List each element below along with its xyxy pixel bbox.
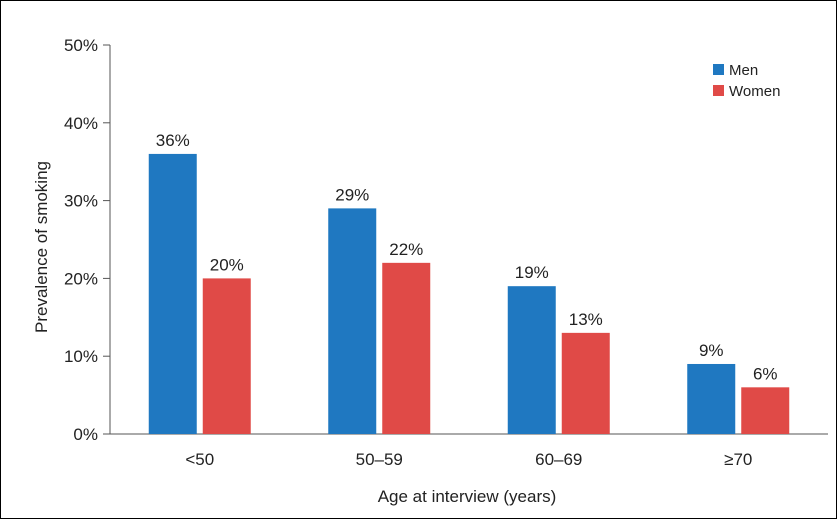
y-tick-label: 30% [64,192,98,211]
x-tick-label: 60–69 [535,450,582,469]
bar-women-0 [202,278,251,434]
legend-label-men: Men [729,62,758,79]
legend-swatch-men [713,64,724,75]
y-tick-label: 20% [64,269,98,288]
x-axis-title: Age at interview (years) [378,487,557,506]
legend: Men Women [713,62,780,100]
bar-women-3 [741,387,790,434]
y-tick-label: 0% [73,425,98,444]
data-label-women: 22% [389,240,423,259]
data-label-men: 29% [335,185,369,204]
bar-women-1 [382,262,431,434]
bar-men-0 [148,153,197,435]
bar-men-1 [328,208,377,434]
x-tick-label: <50 [185,450,214,469]
data-label-women: 13% [569,310,603,329]
bar-men-3 [687,363,736,434]
data-labels: 36% 20% 29% 22% 19% 13% 9% 6% [156,131,778,383]
legend-swatch-women [713,85,724,96]
y-tick-label: 10% [64,347,98,366]
x-axis: <50 50–59 60–69 ≥70 [110,433,828,469]
x-tick-label: ≥70 [724,450,752,469]
data-label-men: 36% [156,131,190,150]
bar-women-2 [561,332,610,434]
x-tick-label: 50–59 [356,450,403,469]
data-label-men: 19% [515,263,549,282]
bars [148,153,790,435]
bar-men-2 [507,286,556,434]
y-tick-label: 50% [64,36,98,55]
y-axis-title: Prevalence of smoking [32,161,51,333]
data-label-women: 20% [210,255,244,274]
data-label-men: 9% [699,341,724,360]
y-tick-label: 40% [64,114,98,133]
y-axis: 0% 10% 20% 30% 40% 50% [64,36,111,444]
legend-label-women: Women [729,83,780,100]
data-label-women: 6% [753,364,778,383]
